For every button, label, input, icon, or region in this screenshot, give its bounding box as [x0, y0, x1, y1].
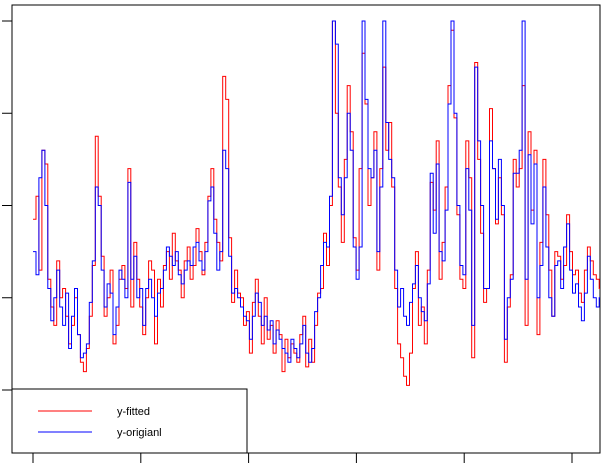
y-axis [2, 20, 12, 391]
x-axis [32, 453, 573, 463]
series-y-fitted [33, 20, 600, 386]
legend-label-fitted: y-fitted [117, 406, 150, 418]
legend-label-original: y-origianl [117, 427, 162, 439]
series-y-original [33, 20, 600, 363]
plot-frame [11, 4, 601, 454]
legend: y-fitted y-origianl [11, 388, 248, 454]
legend-box [11, 388, 248, 454]
